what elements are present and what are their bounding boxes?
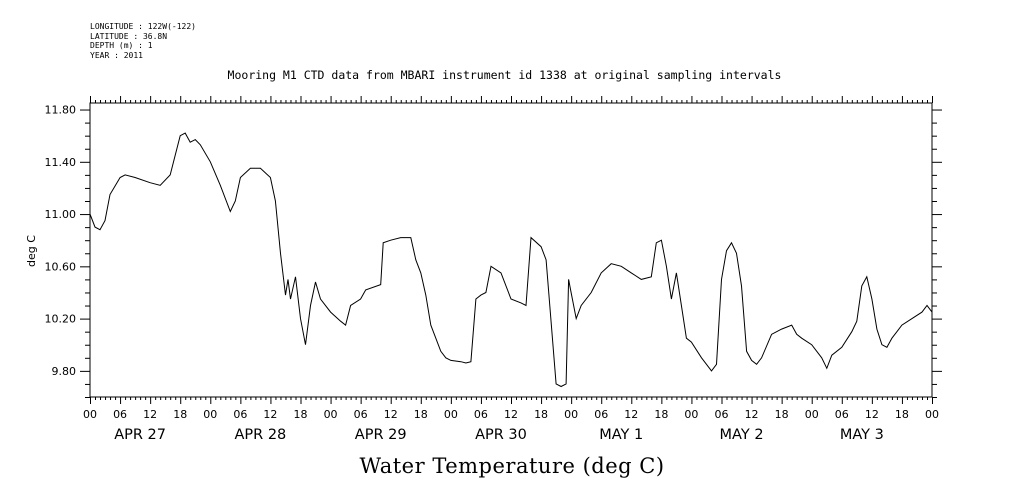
x-tick-label: 00 — [83, 408, 97, 421]
x-tick-label: 00 — [203, 408, 217, 421]
day-label: MAY 3 — [840, 427, 884, 443]
x-tick-label: 00 — [925, 408, 939, 421]
x-tick-label: 12 — [384, 408, 398, 421]
x-tick-label: 00 — [684, 408, 698, 421]
year-text: YEAR : 2011 — [90, 50, 143, 60]
day-label: APR 30 — [475, 427, 527, 443]
x-tick-label: 18 — [654, 408, 668, 421]
x-tick-label: 12 — [263, 408, 277, 421]
depth-text: DEPTH (m) : 1 — [90, 41, 153, 50]
x-tick-label: 06 — [113, 408, 127, 421]
metadata-block: LONGITUDE : 122W(-122) LATITUDE : 36.8N DE… — [90, 22, 196, 60]
x-tick-label: 12 — [143, 408, 157, 421]
y-tick-label: 10.20 — [45, 313, 77, 326]
plot-frame — [89, 102, 933, 398]
x-tick-label: 18 — [173, 408, 187, 421]
x-axis-label: Water Temperature (deg C) — [359, 454, 665, 478]
x-tick-label: 06 — [474, 408, 488, 421]
temperature-series-line — [89, 132, 933, 388]
x-tick-label: 18 — [414, 408, 428, 421]
x-tick-label: 12 — [624, 408, 638, 421]
day-label: APR 29 — [355, 427, 407, 443]
y-axis-label: deg C — [25, 235, 38, 267]
x-tick-label: 00 — [805, 408, 819, 421]
y-tick-label: 9.80 — [52, 365, 77, 378]
day-label: MAY 2 — [720, 427, 764, 443]
x-tick-label: 18 — [534, 408, 548, 421]
y-tick-label: 11.00 — [45, 208, 77, 221]
x-tick-label: 06 — [715, 408, 729, 421]
x-tick-label: 12 — [865, 408, 879, 421]
x-tick-label: 06 — [233, 408, 247, 421]
chart-title: Mooring M1 CTD data from MBARI instrumen… — [227, 68, 782, 82]
x-tick-label: 00 — [564, 408, 578, 421]
day-label: APR 27 — [114, 427, 166, 443]
latitude-text: LATITUDE : 36.8N — [90, 31, 168, 41]
day-label: MAY 1 — [599, 427, 643, 443]
x-tick-label: 12 — [504, 408, 518, 421]
x-tick-label: 00 — [444, 408, 458, 421]
x-tick-label: 12 — [745, 408, 759, 421]
day-label: APR 28 — [234, 427, 286, 443]
x-tick-label: 18 — [775, 408, 789, 421]
x-tick-label: 00 — [324, 408, 338, 421]
x-tick-label: 06 — [594, 408, 608, 421]
y-tick-label: 11.40 — [45, 156, 77, 169]
longitude-text: LONGITUDE : 122W(-122) — [90, 22, 196, 31]
x-tick-label: 06 — [354, 408, 368, 421]
y-tick-label: 11.80 — [45, 104, 77, 117]
x-tick-label: 18 — [895, 408, 909, 421]
x-tick-label: 18 — [294, 408, 308, 421]
y-tick-label: 10.60 — [45, 260, 77, 273]
x-tick-label: 06 — [835, 408, 849, 421]
